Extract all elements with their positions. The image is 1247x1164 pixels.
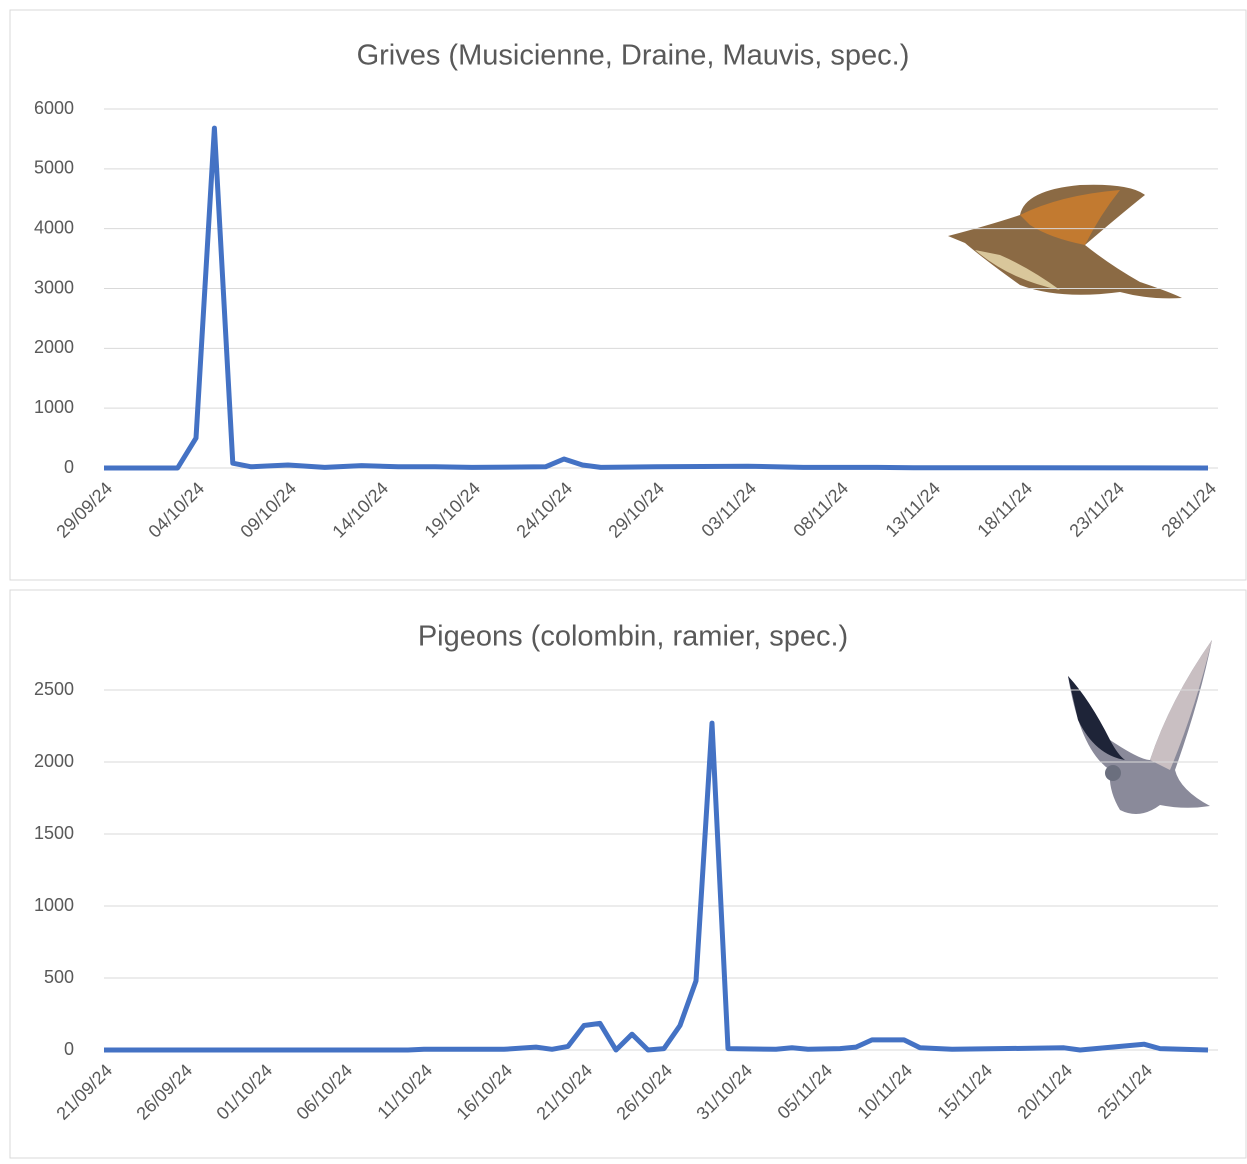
y-tick-label: 1500 (34, 823, 74, 843)
pigeon-picture (1068, 640, 1212, 814)
y-tick-label: 1000 (34, 895, 74, 915)
y-tick-label: 2000 (34, 751, 74, 771)
y-tick-label: 4000 (34, 217, 74, 237)
chart-title: Grives (Musicienne, Draine, Mauvis, spec… (357, 40, 910, 72)
data-line (104, 125, 1209, 471)
y-tick-label: 5000 (34, 158, 74, 178)
y-tick-label: 6000 (34, 98, 74, 118)
y-tick-label: 2000 (34, 337, 74, 357)
data-line (104, 720, 1209, 1053)
y-tick-label: 1000 (34, 397, 74, 417)
y-tick-label: 500 (44, 967, 74, 987)
thrush-picture (948, 184, 1182, 299)
y-tick-label: 0 (64, 1039, 74, 1059)
chart-frame (9, 589, 1247, 1159)
chart-frame (9, 9, 1247, 581)
y-tick-label: 3000 (34, 277, 74, 297)
y-tick-label: 0 (64, 457, 74, 477)
y-tick-label: 2500 (34, 679, 74, 699)
chart-title: Pigeons (colombin, ramier, spec.) (418, 621, 848, 653)
